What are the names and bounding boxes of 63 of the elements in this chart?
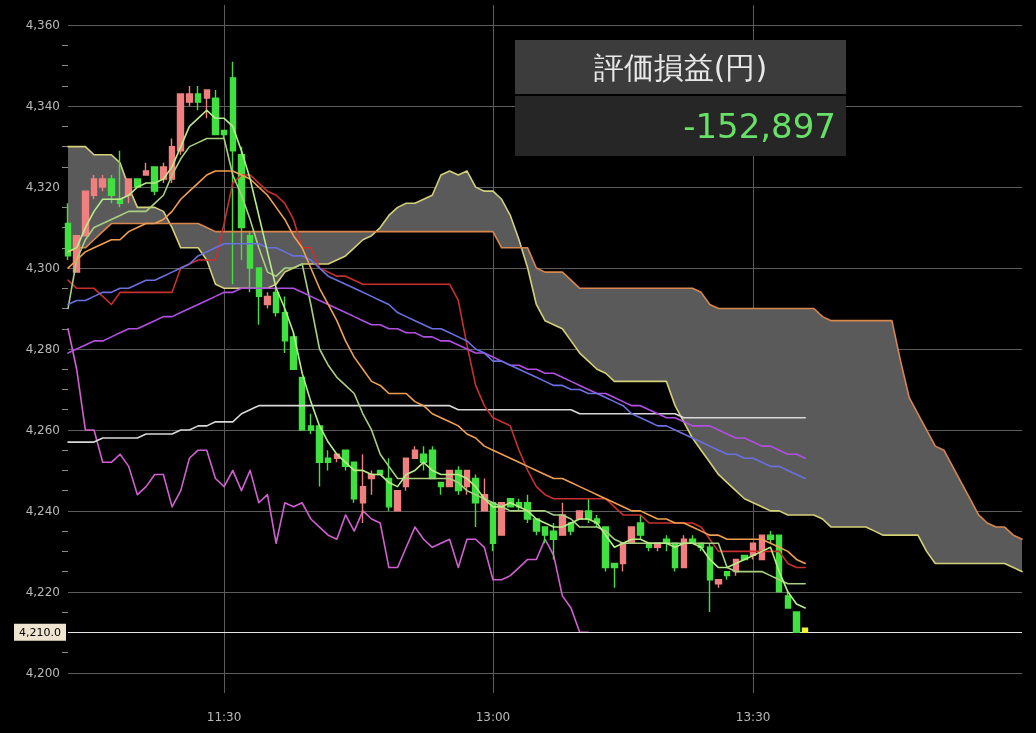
candlestick — [766, 530, 775, 544]
candlestick — [706, 542, 714, 613]
candlestick — [714, 578, 723, 589]
y-tick-label: 4,240 — [25, 503, 60, 518]
candlestick — [142, 162, 150, 176]
y-tick-label: 4,280 — [25, 342, 60, 356]
candlestick — [263, 291, 272, 310]
candlestick — [359, 453, 367, 524]
candlestick — [176, 93, 185, 156]
candlestick — [281, 295, 289, 354]
x-tick-label: 13:00 — [475, 710, 511, 724]
candlestick — [324, 449, 332, 472]
candlestick — [385, 457, 393, 512]
candlestick — [124, 178, 133, 205]
line-series — [67, 327, 590, 634]
candlestick — [549, 522, 558, 561]
candlestick — [116, 149, 124, 209]
candlestick — [784, 591, 792, 609]
candlestick — [211, 89, 220, 136]
candlestick — [411, 445, 419, 459]
annotation: -152,897 — [515, 96, 846, 156]
candlestick — [246, 230, 254, 294]
y-tick-label: 4,360 — [25, 18, 60, 33]
candlestick — [90, 174, 98, 200]
candlestick — [185, 85, 194, 107]
candlestick — [194, 85, 202, 111]
y-tick-label: 4,320 — [25, 180, 60, 195]
candlestick — [64, 202, 72, 261]
candlestick — [801, 627, 809, 633]
candlestick — [107, 174, 116, 205]
info-panel: 評価損益(円) -152,897 — [515, 40, 846, 156]
annotation: 評価損益(円) — [515, 40, 846, 96]
candlestick — [584, 498, 593, 524]
candlestick — [541, 526, 549, 544]
candlestick — [437, 481, 445, 496]
candlestick — [419, 445, 428, 472]
y-tick-label: 4,340 — [25, 99, 60, 114]
y-tick-label: 4,220 — [25, 584, 60, 599]
candlestick — [792, 611, 801, 633]
candlestick — [307, 413, 315, 435]
y-tick-label: 4,260 — [25, 422, 60, 437]
x-tick-label: 11:30 — [206, 710, 242, 724]
candlestick — [229, 60, 237, 285]
line-series — [67, 242, 806, 480]
line-series — [67, 404, 806, 443]
line-series — [67, 287, 806, 460]
candlestick — [203, 89, 211, 120]
y-tick-label: 4,200 — [25, 665, 60, 680]
candlestick — [315, 425, 324, 488]
candlestick — [220, 129, 228, 140]
candlestick — [367, 469, 376, 496]
ref-line-label: 4,210.0 — [19, 625, 61, 639]
candlestick — [636, 514, 645, 540]
candlestick — [150, 166, 159, 196]
candlestick — [298, 376, 306, 431]
candlestick — [393, 489, 402, 512]
candlestick — [532, 518, 541, 536]
candlestick — [255, 267, 263, 326]
x-tick-label: 13:30 — [735, 710, 771, 724]
candlestick — [610, 562, 619, 589]
candlestick — [723, 570, 731, 581]
y-tick-label: 4,300 — [25, 261, 60, 276]
candlestick — [98, 174, 107, 192]
